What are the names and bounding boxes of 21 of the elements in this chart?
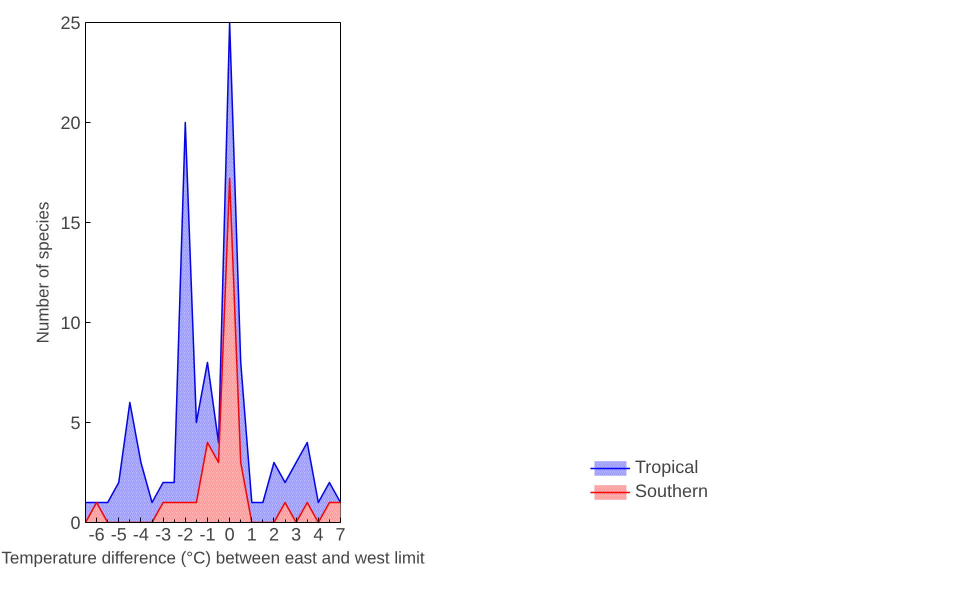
y-tick-label: 20 [60, 113, 81, 133]
y-tick-label: 10 [60, 313, 81, 333]
x-tick-label: -3 [155, 524, 172, 544]
x-tick-label: 1 [246, 524, 257, 544]
x-tick-label: 0 [224, 524, 235, 544]
x-tick-label: -1 [199, 524, 216, 544]
x-tick-label: 7 [335, 524, 346, 544]
x-tick-label: 2 [268, 524, 279, 544]
y-tick-label: 15 [60, 213, 81, 233]
x-tick-label: 3 [291, 524, 302, 544]
legend-label: Tropical [634, 457, 698, 478]
legend-label: Southern [634, 481, 708, 502]
y-tick-label: 5 [70, 413, 81, 433]
x-tick-label: -5 [110, 524, 127, 544]
x-tick-label: -2 [177, 524, 194, 544]
x-tick-label: -6 [88, 524, 105, 544]
y-tick-label: 25 [60, 13, 81, 33]
x-tick-label: 4 [313, 524, 324, 544]
x-axis-title: Temperature difference (°C) between east and west limit [1, 548, 425, 568]
y-axis-title: Number of species [33, 202, 52, 344]
x-tick-label: -4 [132, 524, 149, 544]
